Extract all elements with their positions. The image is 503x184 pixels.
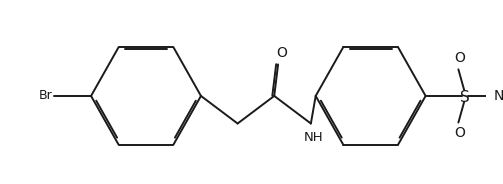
Text: S: S <box>460 90 470 105</box>
Text: O: O <box>277 47 287 61</box>
Text: Br: Br <box>39 89 52 102</box>
Text: O: O <box>454 51 465 65</box>
Text: O: O <box>454 126 465 140</box>
Text: N: N <box>494 89 503 103</box>
Text: NH: NH <box>304 131 323 144</box>
